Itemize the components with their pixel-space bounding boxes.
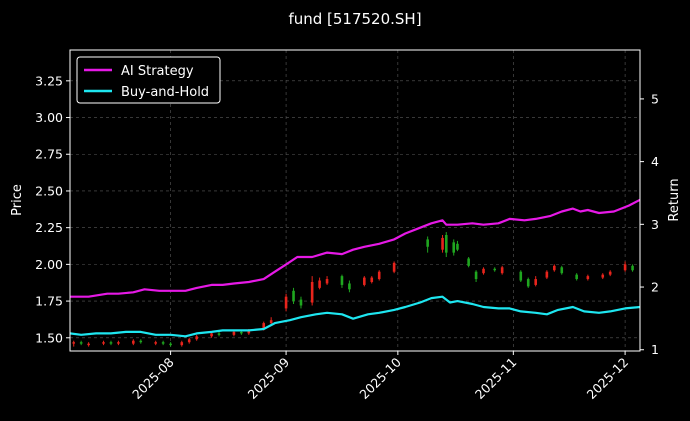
candle-body-down <box>169 343 172 346</box>
legend-label-buy-and-hold: Buy-and-Hold <box>121 85 209 100</box>
candle-body-down <box>493 268 497 271</box>
candle-body-up <box>132 340 135 344</box>
candle-body-up <box>180 342 184 346</box>
y2-tick-label: 5 <box>651 91 659 106</box>
y-tick-label: 1.50 <box>35 330 63 345</box>
candle-body-up <box>500 267 504 274</box>
candle-body-down <box>109 342 113 344</box>
series-lines <box>69 198 641 338</box>
candle-body-up <box>601 274 605 278</box>
candle-body-up <box>441 237 444 250</box>
candle-body-up <box>310 281 314 303</box>
candle-body-up <box>370 277 374 282</box>
y2-tick-label: 1 <box>651 342 659 357</box>
x-tick-label: 2025-09 <box>245 354 293 402</box>
chart-title: fund [517520.SH] <box>288 10 421 28</box>
plot-frame <box>69 49 641 352</box>
candle-body-up <box>553 265 556 271</box>
candle-body-up <box>392 262 396 272</box>
candle-body-up <box>363 277 366 285</box>
candle-body-up <box>187 339 191 343</box>
y2-tick-label: 3 <box>651 217 659 232</box>
candle-body-up <box>87 343 90 346</box>
candle-body-down <box>467 258 470 266</box>
y-tick-label: 1.75 <box>35 294 63 309</box>
candle-body-down <box>519 271 523 281</box>
candle-body-down <box>444 235 448 253</box>
candle-body-down <box>161 342 165 344</box>
candle-body-up <box>247 330 251 334</box>
x-axis: 2025-08 2025-09 2025-10 2025-11 2025-12 <box>129 351 631 402</box>
candle-body-up <box>377 271 381 280</box>
candle-body-up <box>72 342 76 344</box>
candle-body-up <box>534 279 537 285</box>
y2-tick-label: 2 <box>651 280 659 295</box>
candle-body-up <box>269 320 273 324</box>
candle-body-up <box>102 342 105 344</box>
candle-body-down <box>560 267 564 274</box>
candle-body-down <box>474 271 478 280</box>
candle-body-up <box>623 264 627 271</box>
y-tick-label: 3.00 <box>35 110 63 125</box>
y-tick-label: 2.25 <box>35 220 63 235</box>
y-tick-label: 2.00 <box>35 257 63 272</box>
ai-strategy-line <box>70 198 641 298</box>
grid-lines <box>70 50 640 351</box>
buy-and-hold-line <box>69 295 641 338</box>
candle-body-down <box>340 276 344 285</box>
candle-body-up <box>586 276 590 280</box>
candle-body-up <box>482 268 485 274</box>
candle-body-down <box>575 274 578 280</box>
candle-body-down <box>299 299 303 306</box>
legend-box <box>76 56 221 104</box>
x-tick-label: 2025-08 <box>129 354 177 402</box>
candle-body-down <box>240 331 243 334</box>
candle-body-down <box>292 290 295 302</box>
y2-tick-label: 4 <box>651 154 659 169</box>
y-axis-right: 1 2 3 4 5 <box>640 91 659 357</box>
y-axis-left: 1.50 1.75 2.00 2.25 2.50 2.75 3.00 3.25 <box>35 73 70 345</box>
candle-body-up <box>195 336 198 340</box>
candle-body-up <box>262 323 266 329</box>
candle-body-up <box>232 331 236 335</box>
candle-body-up <box>154 342 157 344</box>
candle-body-down <box>348 283 351 290</box>
candle-body-down <box>456 243 459 250</box>
candle-body-up <box>117 342 120 344</box>
y-axis-label: Price <box>10 184 25 216</box>
y-tick-label: 3.25 <box>35 73 63 88</box>
candle-body-down <box>217 333 221 335</box>
candlesticks <box>72 232 634 347</box>
legend-label-ai-strategy: AI Strategy <box>121 64 194 79</box>
candle-body-down <box>452 242 456 253</box>
candle-body-up <box>210 333 213 337</box>
candle-body-down <box>526 279 530 287</box>
candle-body-up <box>325 279 329 284</box>
x-tick-label: 2025-10 <box>356 354 404 402</box>
x-tick-label: 2025-12 <box>584 355 632 403</box>
candle-body-up <box>545 271 549 278</box>
candle-body-down <box>79 342 83 344</box>
candle-body-down <box>139 340 143 343</box>
candle-body-up <box>318 280 321 288</box>
candle-body-down <box>426 239 429 247</box>
y-tick-label: 2.75 <box>35 147 63 162</box>
x-tick-label: 2025-11 <box>472 355 520 403</box>
candle-body-down <box>631 265 634 271</box>
legend: AI Strategy Buy-and-Hold <box>76 56 221 104</box>
candle-body-up <box>284 296 288 309</box>
y-tick-label: 2.50 <box>35 183 63 198</box>
y2-axis-label: Return <box>667 178 682 221</box>
candle-body-up <box>608 271 612 275</box>
